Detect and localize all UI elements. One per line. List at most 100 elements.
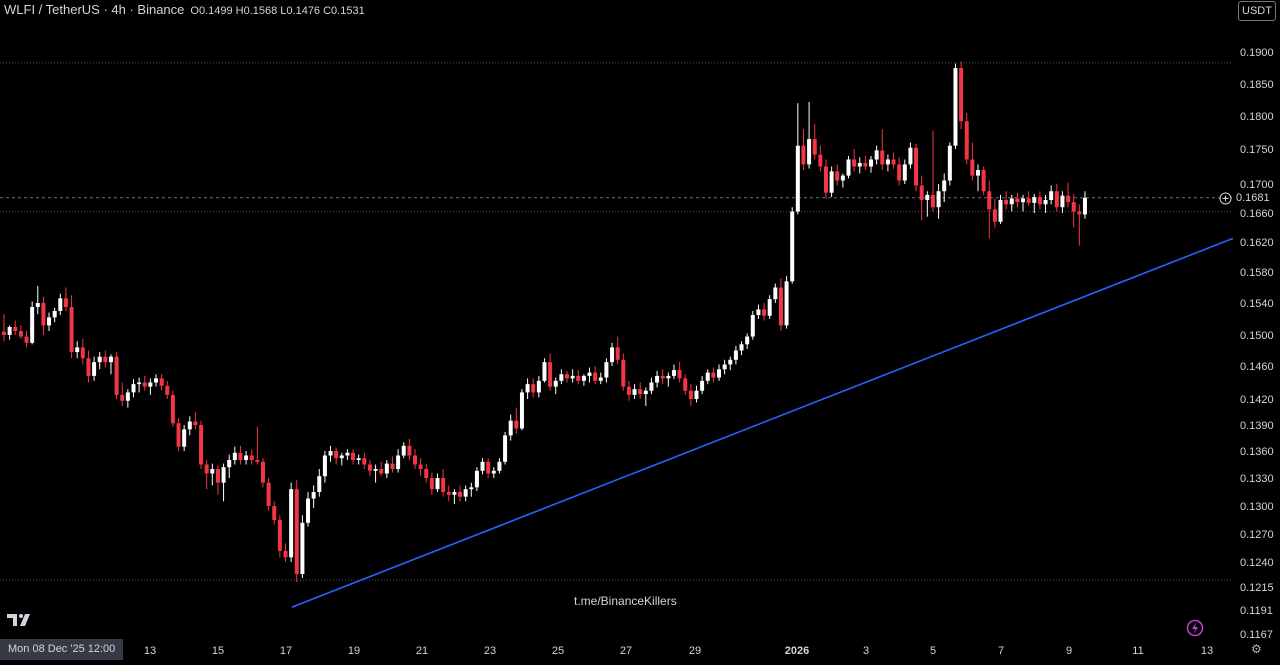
add-alert-icon[interactable]	[1219, 192, 1232, 205]
candle-body	[97, 356, 102, 363]
price-axis-label: 0.1800	[1240, 111, 1274, 123]
candle-body	[182, 429, 187, 447]
candle-body	[1026, 198, 1031, 203]
price-axis-label: 0.1270	[1240, 529, 1274, 541]
candle-body	[154, 378, 159, 383]
candle-body	[317, 476, 322, 492]
candle-body	[289, 489, 294, 558]
candle-body	[874, 150, 879, 160]
candle-body	[1009, 198, 1014, 205]
candle-body	[474, 470, 479, 488]
symbol-header: WLFI / TetherUS · 4h · Binance O0.1499 H0…	[4, 2, 365, 17]
candle-body	[7, 327, 12, 335]
price-axis-label: 0.1900	[1240, 47, 1274, 59]
candle-body	[649, 382, 654, 391]
candle-body	[711, 372, 716, 378]
candle-body	[13, 327, 18, 331]
candle-body	[891, 159, 896, 165]
price-axis-label: 0.1390	[1240, 420, 1274, 432]
candle-body	[565, 374, 569, 379]
candle-body	[818, 154, 823, 167]
time-axis-label: 19	[348, 645, 360, 657]
tradingview-logo-icon[interactable]	[7, 612, 33, 628]
candle-body	[52, 311, 57, 318]
price-axis-label: 0.1500	[1240, 330, 1274, 342]
candle-body	[587, 372, 592, 376]
candle-body	[885, 159, 890, 165]
candle-body	[998, 199, 1003, 222]
candle-body	[621, 359, 626, 387]
candle-body	[491, 470, 496, 474]
candle-body	[514, 420, 519, 429]
candle-body	[86, 358, 91, 376]
candle-body	[407, 445, 412, 456]
price-axis-label: 0.1300	[1240, 501, 1274, 513]
candle-body	[987, 191, 992, 210]
price-axis-label: 0.1420	[1240, 394, 1274, 406]
candle-body	[244, 455, 249, 460]
price-axis-label: 0.1540	[1240, 298, 1274, 310]
candle-body	[339, 455, 344, 459]
candle-body	[148, 382, 153, 387]
candle-body	[992, 209, 997, 222]
candle-body	[356, 458, 361, 460]
candle-body	[559, 374, 564, 381]
time-axis-label: 15	[212, 645, 224, 657]
candle-body	[283, 550, 288, 558]
candle-body	[666, 375, 671, 379]
candle-body	[531, 384, 536, 393]
candle-body	[441, 478, 446, 492]
candle-body	[970, 159, 975, 176]
time-axis-label: 11	[1132, 645, 1143, 657]
candle-body	[260, 461, 265, 483]
candle-body	[728, 359, 733, 365]
candle-body	[807, 139, 812, 165]
candle-body	[469, 487, 474, 490]
currency-button[interactable]: USDT	[1238, 1, 1276, 21]
price-axis-label: 0.1700	[1240, 179, 1274, 191]
candle-body	[722, 364, 727, 370]
candle-body	[69, 307, 74, 353]
candle-body	[120, 394, 125, 401]
candle-body	[199, 425, 204, 465]
candle-body	[581, 375, 586, 381]
candle-body	[840, 175, 845, 181]
candle-body	[266, 482, 271, 506]
candle-body	[47, 317, 52, 326]
candle-body	[914, 147, 919, 186]
candle-body	[1077, 211, 1082, 215]
lightning-icon[interactable]	[1186, 619, 1204, 637]
candle-body	[739, 344, 744, 351]
candle-body	[1082, 197, 1087, 215]
candle-body	[829, 171, 834, 193]
current-price-label: 0.1681	[1236, 191, 1278, 205]
candle-body	[610, 347, 615, 363]
candle-body	[137, 382, 142, 385]
candle-body	[322, 455, 327, 477]
settings-icon[interactable]: ⚙	[1251, 642, 1262, 656]
candle-body	[857, 163, 862, 167]
candle-body	[767, 299, 772, 316]
candle-body	[429, 478, 434, 490]
price-axis-label: 0.1620	[1240, 237, 1274, 249]
candle-body	[863, 163, 868, 167]
time-axis-label: 27	[620, 645, 632, 657]
candle-body	[694, 390, 699, 399]
ohlc-values: O0.1499 H0.1568 L0.1476 C0.1531	[190, 5, 365, 17]
candle-body	[1015, 198, 1020, 203]
candle-body	[604, 362, 609, 378]
candle-body	[745, 336, 750, 345]
candle-body	[953, 68, 958, 146]
candle-body	[125, 392, 130, 401]
candle-body	[790, 211, 795, 282]
candle-body	[238, 452, 243, 460]
candle-body	[227, 460, 232, 468]
symbol-title[interactable]: WLFI / TetherUS · 4h · Binance	[4, 2, 185, 17]
candle-body	[632, 389, 637, 395]
price-axis-label: 0.1215	[1240, 582, 1274, 594]
time-axis-label: 29	[689, 645, 701, 657]
candle-body	[24, 336, 29, 343]
candle-body	[503, 435, 508, 462]
